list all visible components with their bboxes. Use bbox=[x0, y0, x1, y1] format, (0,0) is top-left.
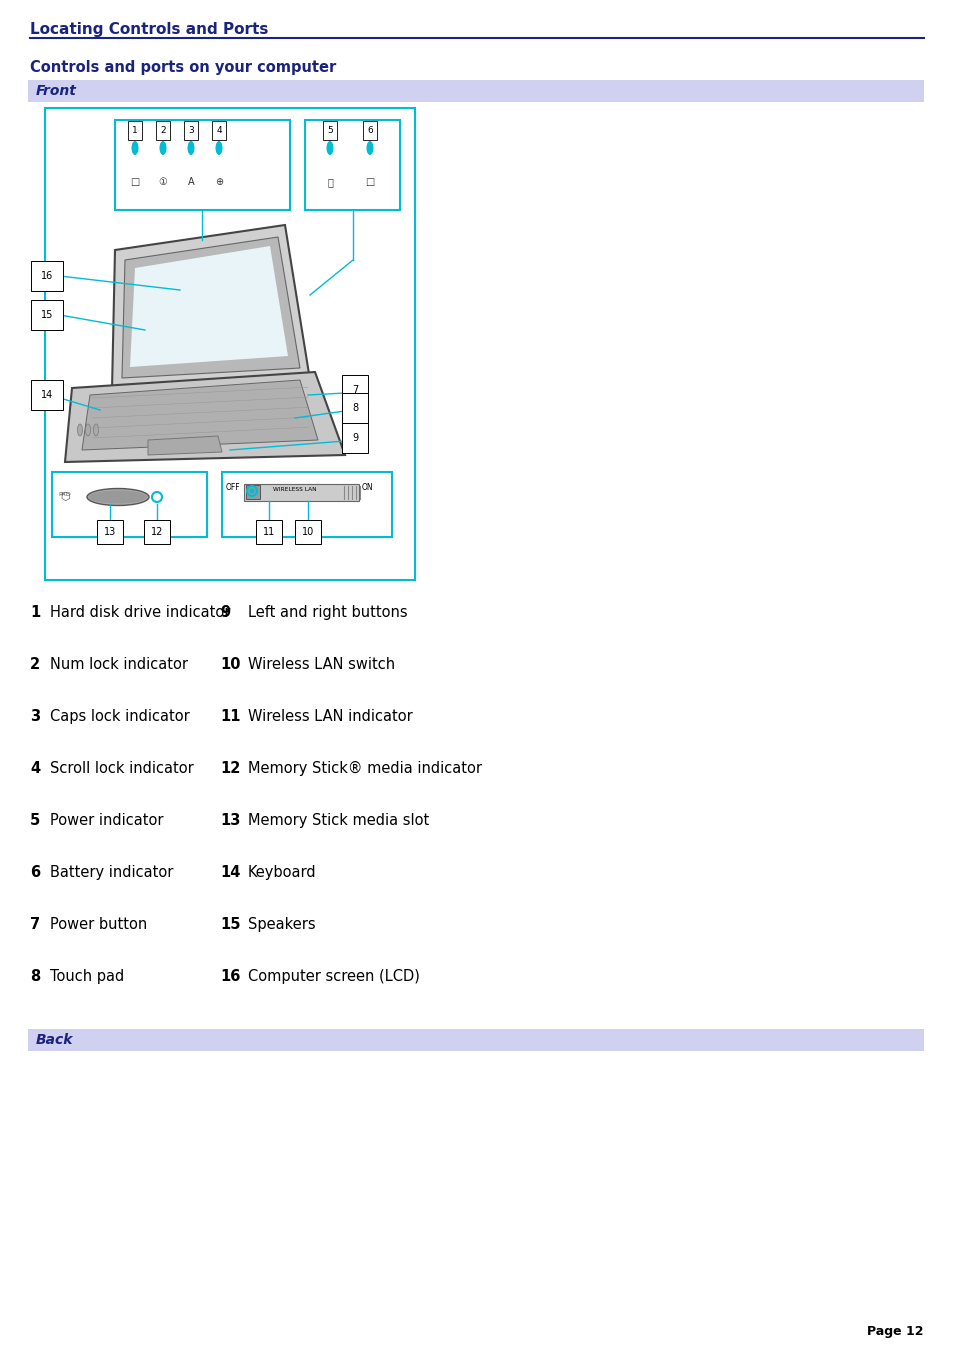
Text: 10: 10 bbox=[220, 657, 240, 671]
Text: ON: ON bbox=[361, 484, 373, 492]
Text: WIRELESS LAN: WIRELESS LAN bbox=[273, 486, 316, 492]
Text: 1: 1 bbox=[30, 605, 40, 620]
FancyBboxPatch shape bbox=[244, 484, 358, 501]
Text: 8: 8 bbox=[30, 969, 40, 984]
Ellipse shape bbox=[86, 424, 91, 436]
FancyBboxPatch shape bbox=[115, 120, 290, 209]
Text: OFF: OFF bbox=[226, 484, 240, 492]
Text: □: □ bbox=[131, 177, 139, 186]
Text: 7: 7 bbox=[30, 917, 40, 932]
Ellipse shape bbox=[366, 141, 374, 155]
Text: 9: 9 bbox=[352, 434, 357, 443]
Text: 13: 13 bbox=[104, 527, 116, 536]
Text: 2: 2 bbox=[160, 126, 166, 135]
FancyBboxPatch shape bbox=[52, 471, 207, 536]
Text: Speakers: Speakers bbox=[248, 917, 315, 932]
Ellipse shape bbox=[89, 490, 147, 504]
Text: 4: 4 bbox=[216, 126, 222, 135]
Ellipse shape bbox=[215, 141, 222, 155]
Text: 4: 4 bbox=[30, 761, 40, 775]
Text: 14: 14 bbox=[41, 390, 53, 400]
Text: 11: 11 bbox=[263, 527, 274, 536]
Text: A: A bbox=[188, 177, 194, 186]
Text: 16: 16 bbox=[41, 272, 53, 281]
FancyBboxPatch shape bbox=[45, 108, 415, 580]
Text: Scroll lock indicator: Scroll lock indicator bbox=[50, 761, 193, 775]
Text: 5: 5 bbox=[327, 126, 333, 135]
Text: Wireless LAN switch: Wireless LAN switch bbox=[248, 657, 395, 671]
Text: 10: 10 bbox=[301, 527, 314, 536]
Text: Touch pad: Touch pad bbox=[50, 969, 124, 984]
Text: Keyboard: Keyboard bbox=[248, 865, 316, 880]
Text: Page 12: Page 12 bbox=[866, 1325, 923, 1337]
Text: Hard disk drive indicator: Hard disk drive indicator bbox=[50, 605, 230, 620]
Text: 8: 8 bbox=[352, 403, 357, 413]
FancyBboxPatch shape bbox=[222, 471, 392, 536]
FancyBboxPatch shape bbox=[28, 1029, 923, 1051]
Text: 13: 13 bbox=[220, 813, 240, 828]
Ellipse shape bbox=[159, 141, 167, 155]
FancyBboxPatch shape bbox=[28, 80, 923, 101]
Ellipse shape bbox=[93, 424, 98, 436]
Polygon shape bbox=[82, 380, 317, 450]
Text: 9: 9 bbox=[220, 605, 230, 620]
Text: 1: 1 bbox=[132, 126, 138, 135]
Text: 3: 3 bbox=[30, 709, 40, 724]
Circle shape bbox=[250, 489, 254, 493]
FancyBboxPatch shape bbox=[305, 120, 399, 209]
Text: ⏻: ⏻ bbox=[327, 177, 333, 186]
Text: 15: 15 bbox=[41, 309, 53, 320]
Text: 12: 12 bbox=[151, 527, 163, 536]
Polygon shape bbox=[130, 246, 288, 367]
Text: 5: 5 bbox=[30, 813, 40, 828]
Text: Battery indicator: Battery indicator bbox=[50, 865, 173, 880]
Text: 2: 2 bbox=[30, 657, 40, 671]
Text: Left and right buttons: Left and right buttons bbox=[248, 605, 407, 620]
Text: 11: 11 bbox=[220, 709, 240, 724]
Polygon shape bbox=[65, 372, 345, 462]
Ellipse shape bbox=[87, 489, 149, 505]
Text: 6: 6 bbox=[367, 126, 373, 135]
Ellipse shape bbox=[188, 141, 194, 155]
Text: ⊕: ⊕ bbox=[214, 177, 223, 186]
Polygon shape bbox=[148, 436, 222, 455]
Text: Power indicator: Power indicator bbox=[50, 813, 163, 828]
Ellipse shape bbox=[132, 141, 138, 155]
Text: □: □ bbox=[365, 177, 375, 186]
Text: Power button: Power button bbox=[50, 917, 147, 932]
Polygon shape bbox=[112, 226, 310, 390]
Text: ①: ① bbox=[158, 177, 167, 186]
Text: Back: Back bbox=[36, 1034, 73, 1047]
Text: ⬡: ⬡ bbox=[60, 492, 70, 503]
Text: 3: 3 bbox=[188, 126, 193, 135]
Text: 16: 16 bbox=[220, 969, 240, 984]
Text: Computer screen (LCD): Computer screen (LCD) bbox=[248, 969, 419, 984]
Text: 6: 6 bbox=[30, 865, 40, 880]
Text: PRD: PRD bbox=[58, 492, 71, 497]
Ellipse shape bbox=[326, 141, 334, 155]
Text: Wireless LAN indicator: Wireless LAN indicator bbox=[248, 709, 413, 724]
Text: Memory Stick media slot: Memory Stick media slot bbox=[248, 813, 429, 828]
Text: 15: 15 bbox=[220, 917, 240, 932]
Text: Front: Front bbox=[36, 84, 77, 99]
Text: Num lock indicator: Num lock indicator bbox=[50, 657, 188, 671]
Text: 12: 12 bbox=[220, 761, 240, 775]
Text: Memory Stick® media indicator: Memory Stick® media indicator bbox=[248, 761, 481, 775]
FancyBboxPatch shape bbox=[246, 485, 260, 499]
Text: 14: 14 bbox=[220, 865, 240, 880]
Text: Locating Controls and Ports: Locating Controls and Ports bbox=[30, 22, 268, 36]
Ellipse shape bbox=[77, 424, 82, 436]
Text: Controls and ports on your computer: Controls and ports on your computer bbox=[30, 59, 335, 76]
Text: 7: 7 bbox=[352, 385, 357, 394]
Text: Caps lock indicator: Caps lock indicator bbox=[50, 709, 190, 724]
Polygon shape bbox=[122, 236, 299, 378]
